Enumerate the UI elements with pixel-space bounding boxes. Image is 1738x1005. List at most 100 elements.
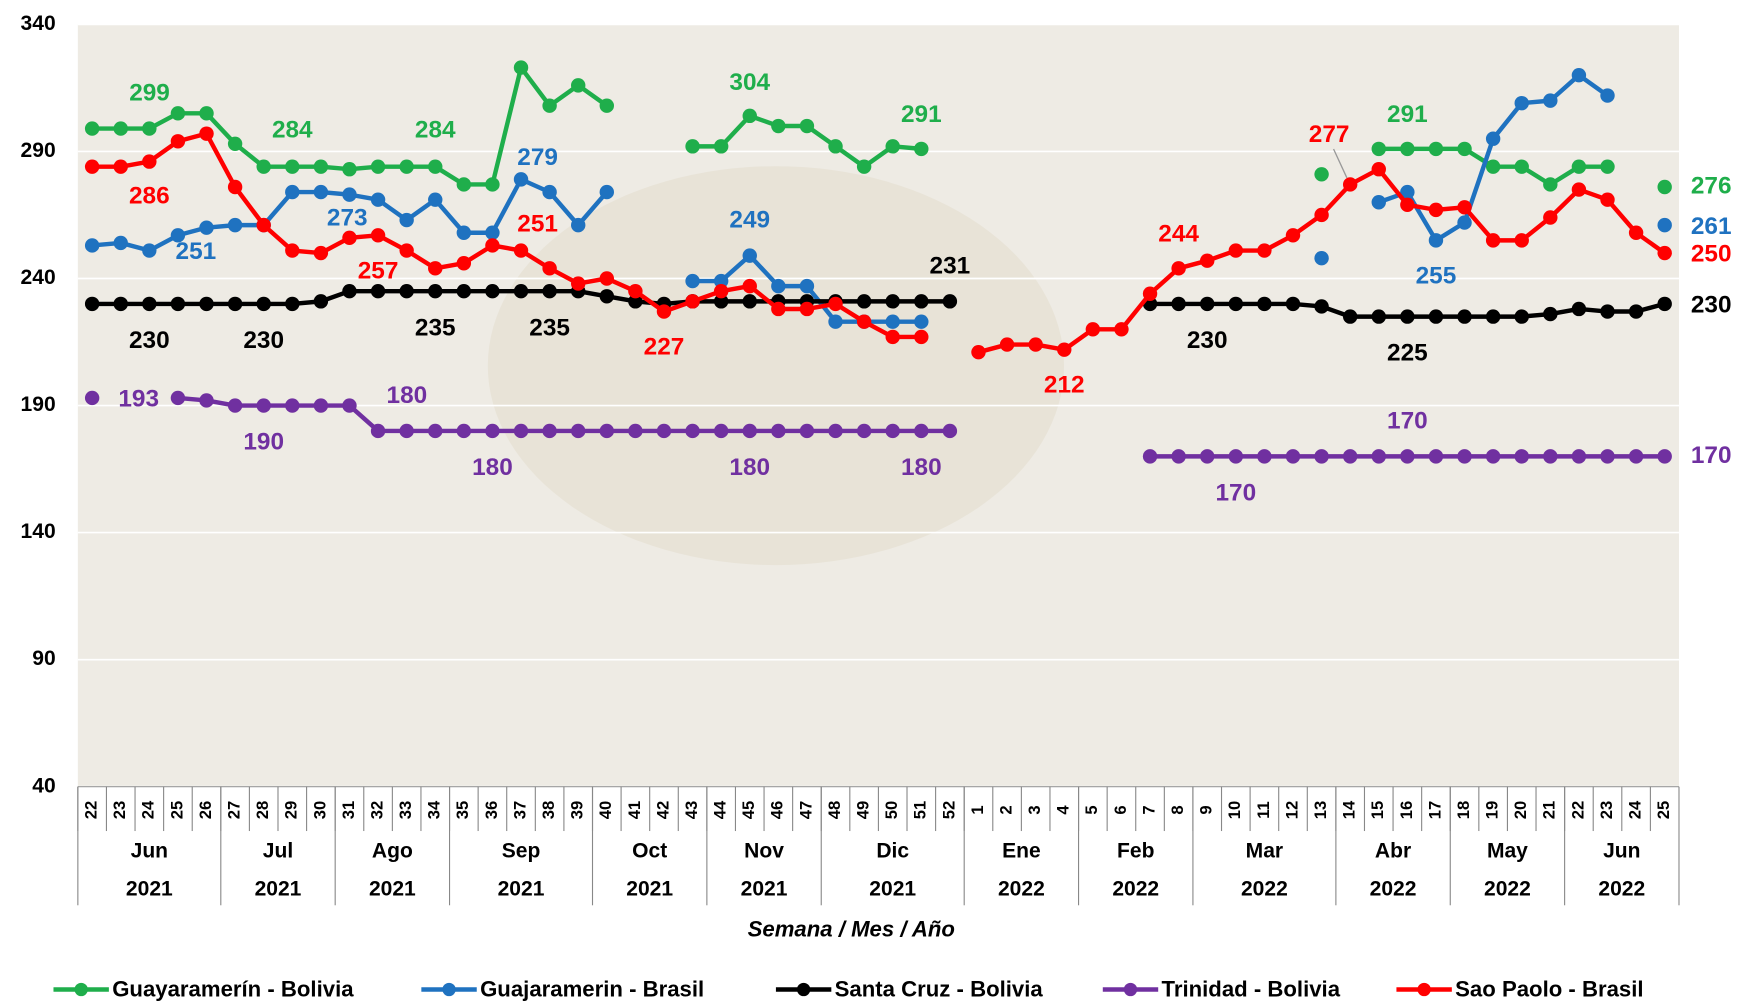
data-point — [256, 398, 270, 412]
data-point — [514, 424, 528, 438]
data-point — [542, 424, 556, 438]
data-point — [142, 297, 156, 311]
data-point — [1229, 449, 1243, 463]
data-point — [457, 424, 471, 438]
data-point — [1600, 449, 1614, 463]
data-point — [1429, 142, 1443, 156]
data-point — [114, 159, 128, 173]
data-point — [771, 302, 785, 316]
data-point — [1457, 449, 1471, 463]
data-point — [1457, 309, 1471, 323]
x-tick-label: 5 — [1082, 805, 1101, 814]
data-point — [800, 302, 814, 316]
data-point — [1486, 233, 1500, 247]
data-point — [1657, 246, 1671, 260]
x-tick-label: 43 — [682, 801, 701, 819]
x-tick-label: 23 — [110, 801, 129, 819]
data-point — [114, 121, 128, 135]
data-point — [85, 121, 99, 135]
y-tick-label: 140 — [21, 520, 56, 543]
data-point — [542, 284, 556, 298]
data-point — [514, 284, 528, 298]
data-point — [886, 139, 900, 153]
data-label: 180 — [387, 382, 428, 409]
data-point — [714, 139, 728, 153]
data-point — [914, 314, 928, 328]
data-point — [85, 297, 99, 311]
data-point — [399, 243, 413, 257]
x-tick-label: 4 — [1054, 805, 1073, 815]
data-point — [1543, 307, 1557, 321]
data-point — [1429, 449, 1443, 463]
data-point — [1086, 322, 1100, 336]
legend-marker — [75, 983, 88, 996]
month-label: Ago — [372, 840, 413, 863]
data-point — [314, 246, 328, 260]
data-point — [1543, 210, 1557, 224]
x-axis-title: Semana / Mes / Año — [748, 917, 955, 942]
legend-label: Sao Paolo - Brasil — [1455, 976, 1643, 1001]
data-point — [1429, 203, 1443, 217]
data-point — [542, 98, 556, 112]
x-tick-label: 52 — [939, 801, 958, 819]
data-label: 251 — [517, 210, 558, 237]
data-point — [1457, 200, 1471, 214]
data-point — [428, 424, 442, 438]
data-point — [285, 398, 299, 412]
x-tick-label: 14 — [1340, 800, 1359, 819]
legend-marker — [797, 983, 810, 996]
month-label: May — [1487, 840, 1528, 863]
data-point — [171, 297, 185, 311]
data-point — [514, 243, 528, 257]
data-point — [1657, 180, 1671, 194]
data-point — [1343, 309, 1357, 323]
data-point — [571, 424, 585, 438]
data-point — [1457, 215, 1471, 229]
x-tick-label: 7 — [1139, 805, 1158, 814]
data-point — [542, 185, 556, 199]
data-point — [371, 284, 385, 298]
data-label: 231 — [930, 252, 971, 279]
data-point — [743, 248, 757, 262]
data-point — [657, 304, 671, 318]
data-point — [685, 274, 699, 288]
data-point — [1600, 304, 1614, 318]
x-tick-label: 10 — [1225, 801, 1244, 819]
data-point — [1515, 449, 1529, 463]
data-label: 227 — [644, 334, 685, 361]
data-point — [1515, 233, 1529, 247]
data-point — [1200, 297, 1214, 311]
x-tick-label: 3 — [1025, 805, 1044, 814]
data-point — [457, 256, 471, 270]
x-tick-label: 42 — [653, 801, 672, 819]
year-label: 2022 — [1370, 877, 1417, 900]
data-point — [857, 159, 871, 173]
data-point — [628, 424, 642, 438]
x-tick-label: 50 — [882, 801, 901, 819]
data-label: 212 — [1044, 372, 1085, 399]
data-point — [943, 294, 957, 308]
data-point — [314, 159, 328, 173]
x-tick-label: 32 — [367, 801, 386, 819]
x-tick-label: 28 — [253, 801, 272, 819]
data-point — [485, 284, 499, 298]
data-point — [914, 424, 928, 438]
data-point — [1314, 251, 1328, 265]
month-label: Jul — [263, 840, 293, 863]
data-point — [743, 279, 757, 293]
x-tick-label: 31 — [339, 801, 358, 819]
year-label: 2022 — [998, 877, 1045, 900]
data-point — [1114, 322, 1128, 336]
data-point — [1572, 159, 1586, 173]
data-point — [600, 289, 614, 303]
year-label: 2021 — [741, 877, 788, 900]
x-tick-label: 1 — [968, 805, 987, 814]
x-tick-label: 18 — [1454, 801, 1473, 819]
data-point — [800, 119, 814, 133]
month-label: Ene — [1002, 840, 1041, 863]
data-label: 299 — [129, 80, 170, 107]
data-point — [1457, 142, 1471, 156]
data-point — [1400, 142, 1414, 156]
data-point — [600, 185, 614, 199]
